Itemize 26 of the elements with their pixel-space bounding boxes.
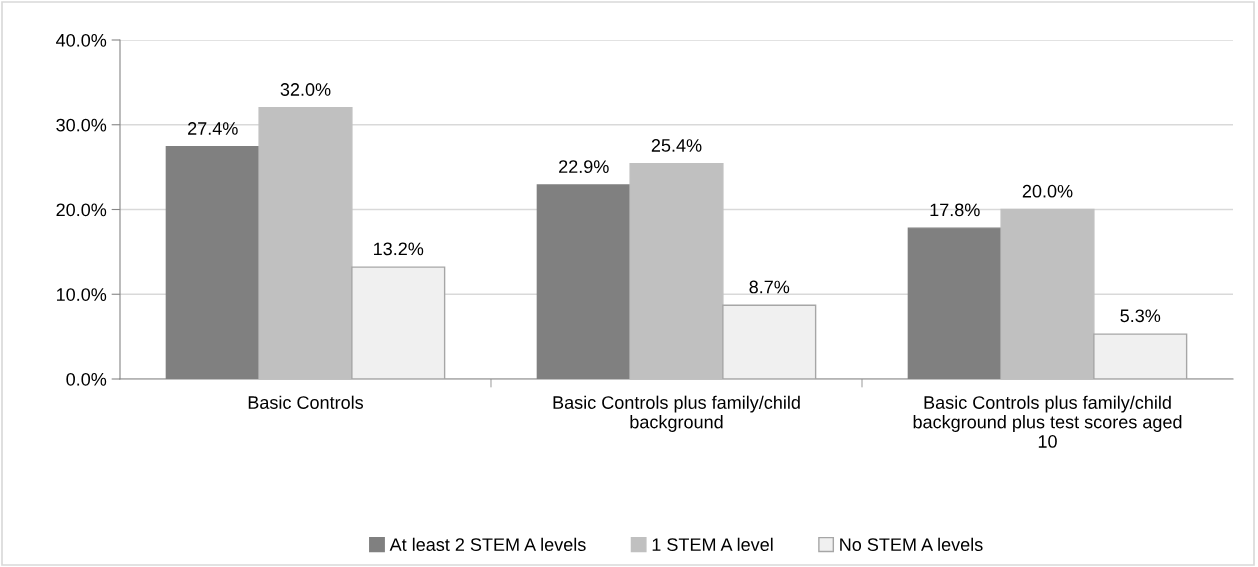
data-label: 8.7% [749, 280, 790, 294]
bar [351, 266, 446, 379]
data-label: 27.4% [188, 122, 238, 135]
data-label: 17.8% [930, 203, 980, 217]
y-tick-label: 10.0% [56, 288, 107, 301]
x-tick-label: Basic Controls plus family/child background [553, 395, 800, 432]
data-label: 13.2% [374, 242, 424, 256]
data-label: 20.0% [1022, 184, 1073, 198]
bar [1000, 208, 1095, 379]
bar [722, 304, 817, 379]
x-tick-label: Basic Controls [248, 395, 364, 409]
data-label: 22.9% [559, 160, 609, 174]
y-tick-label: 40.0% [56, 33, 107, 47]
x-tick-label: Basic Controls plus family/child background plus test scores aged 10 [913, 395, 1182, 448]
legend-label: 1 STEM A level [652, 537, 773, 551]
legend-label: At least 2 STEM A levels [389, 537, 586, 551]
data-label: 5.3% [1120, 309, 1161, 323]
data-label: 25.4% [651, 139, 702, 152]
bar [1093, 333, 1188, 379]
bar [629, 163, 724, 379]
legend-label: No STEM A levels [840, 537, 983, 551]
data-label: 32.0% [280, 83, 331, 96]
y-tick-label: 30.0% [56, 118, 107, 132]
bar [258, 107, 353, 379]
y-tick-label: 20.0% [56, 203, 107, 217]
y-tick-label: 0.0% [66, 372, 107, 386]
